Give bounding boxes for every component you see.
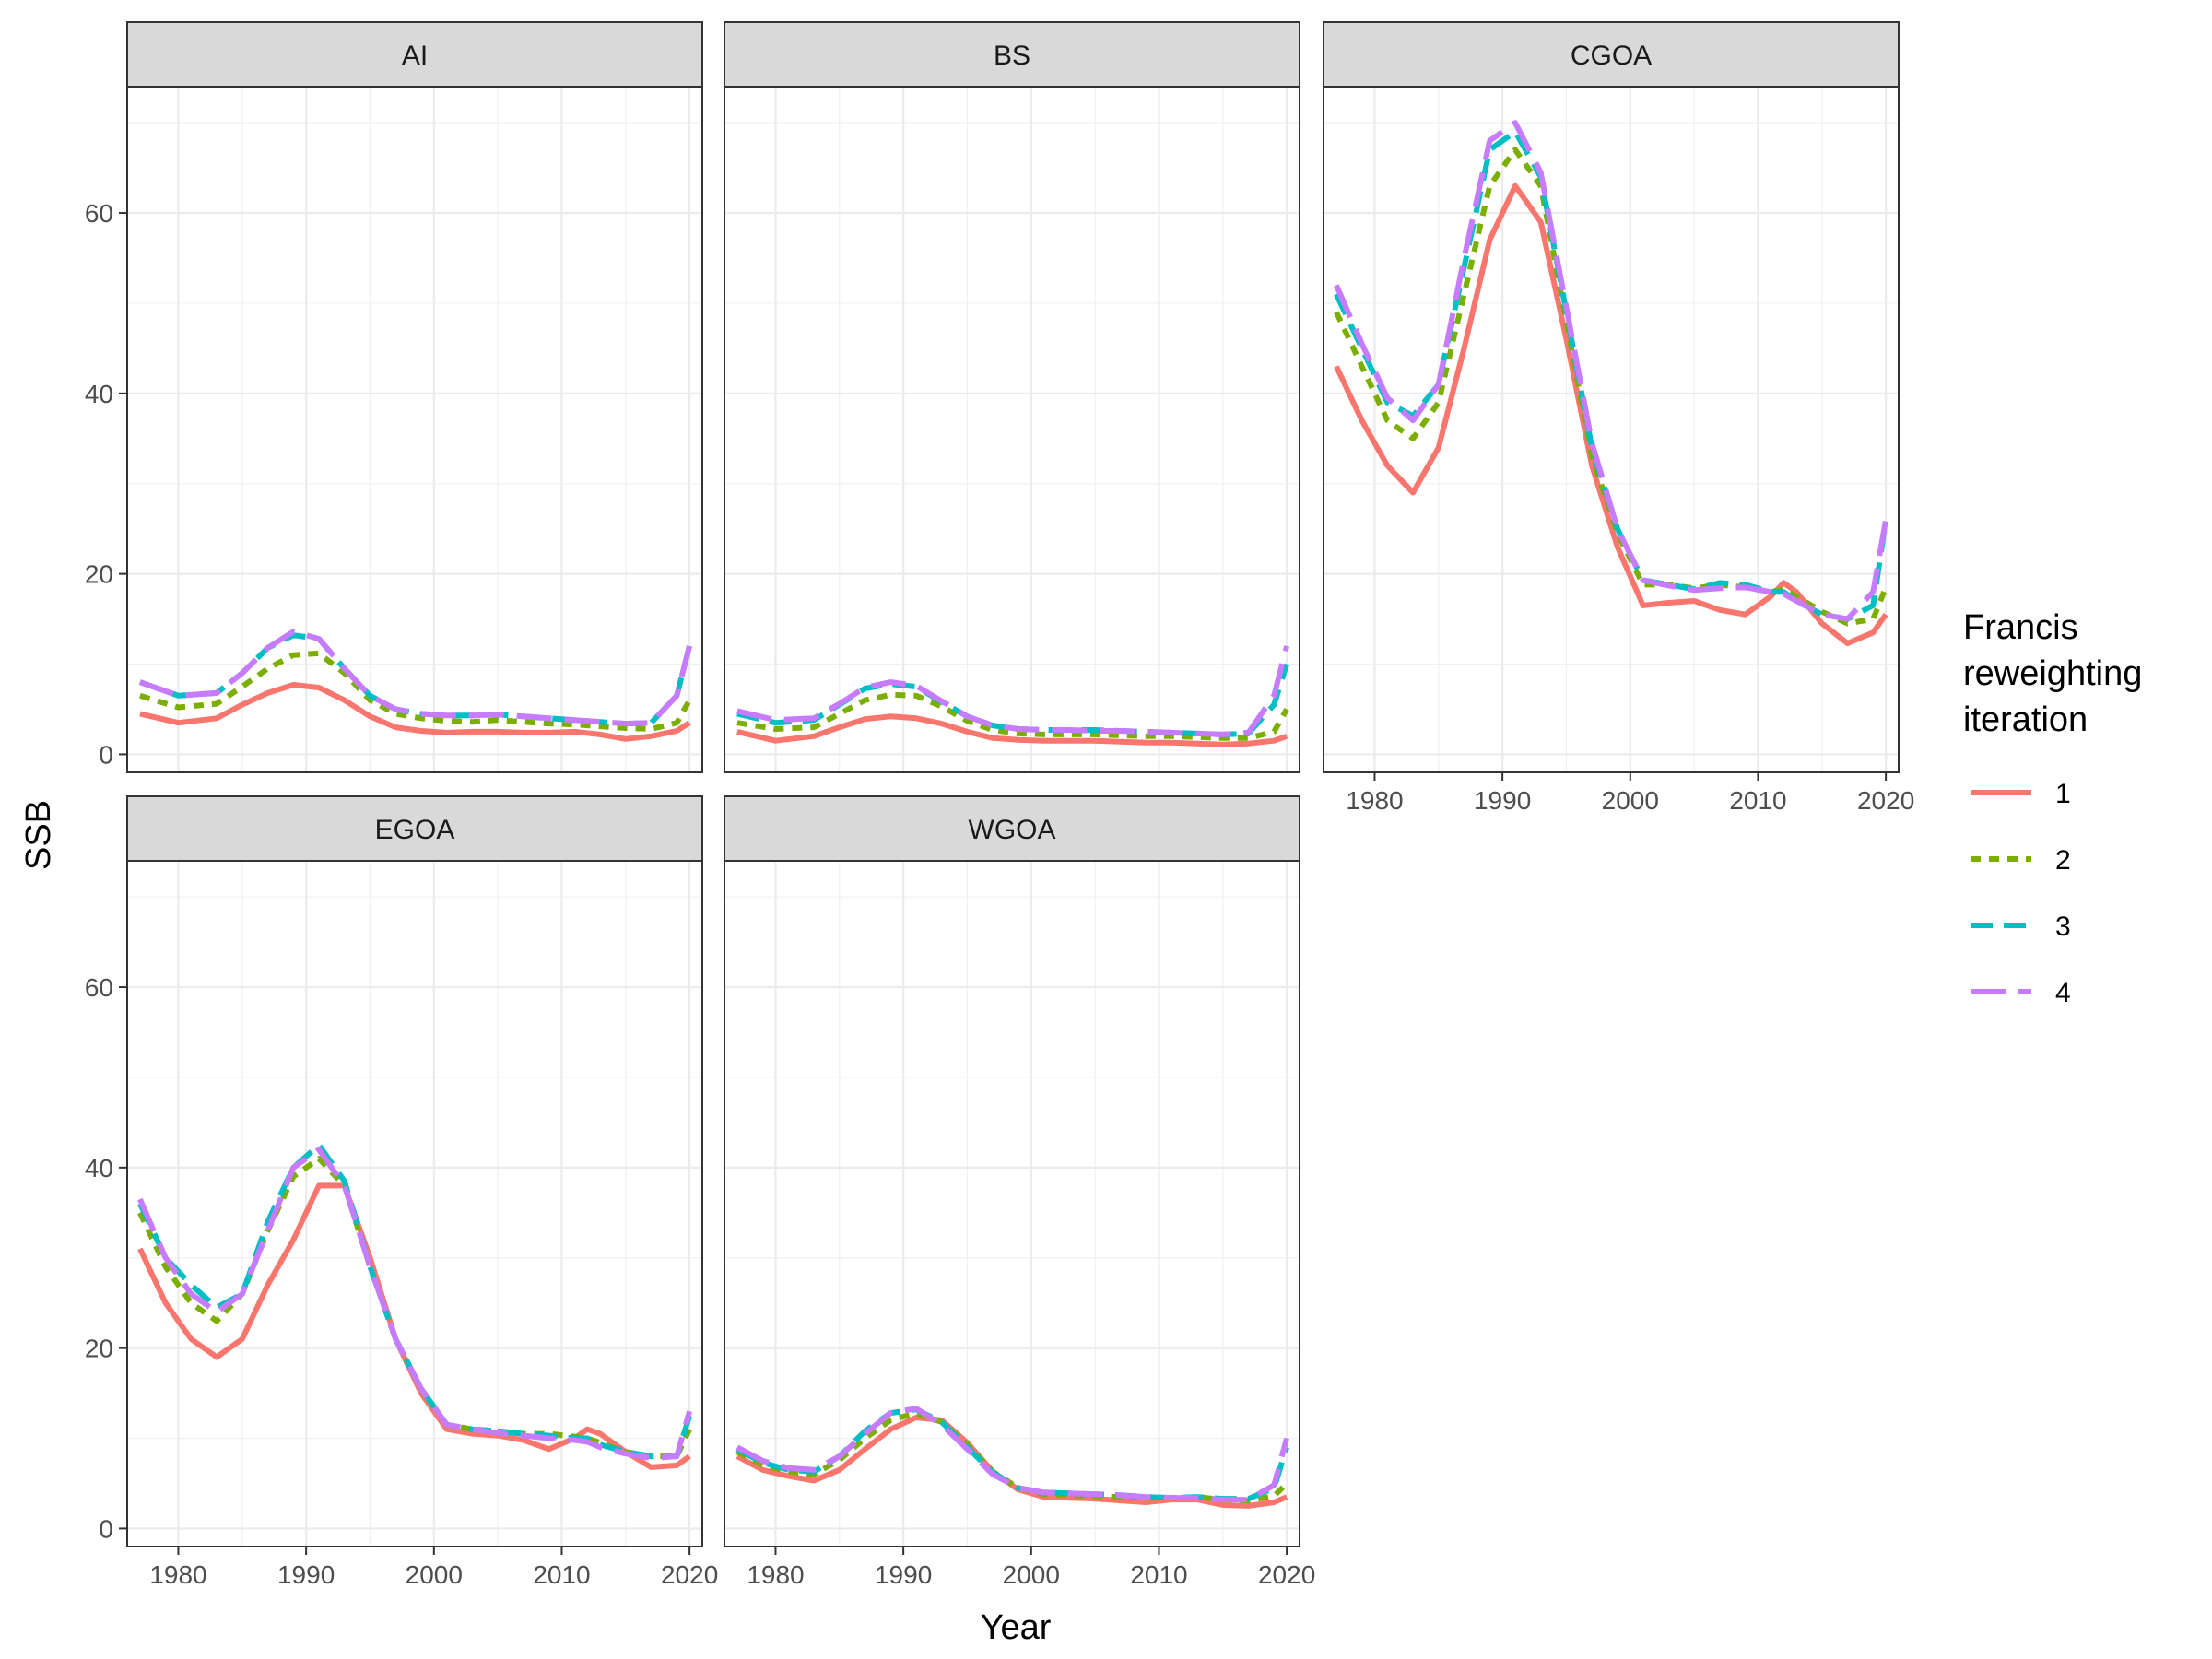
panel-egoa: EGOA 0 20 40 60 1980 1990 2000 2010 2020 [85,795,718,1589]
legend: Francis reweighting iteration 1 2 3 4 [1963,608,2142,1008]
panel-border [1323,86,1900,773]
y-tick-label: 0 [99,740,113,769]
legend-title-line: iteration [1963,700,2088,739]
x-tick-label: 2010 [1729,786,1786,815]
facet-strip [724,795,1300,862]
x-tick-label: 1990 [277,1560,335,1589]
y-tick-label: 0 [99,1514,113,1543]
y-axis-title: SSB [19,800,58,870]
x-tick-label: 1980 [149,1560,206,1589]
y-tick-label: 20 [85,560,113,589]
facet-strip-label: CGOA [1571,41,1652,71]
series-line-ai-1 [139,682,691,742]
facet-strip-label: AI [402,41,428,71]
panel-cgoa: CGOA 1980 1990 2000 2010 2020 [1323,21,1914,815]
series-line-ai-4 [138,629,693,727]
legend-label-3: 3 [2055,912,2071,942]
x-tick-label: 2000 [406,1560,463,1589]
legend-label-1: 1 [2055,779,2071,809]
plot-background [127,861,702,1547]
facet-strip-label: BS [994,41,1030,71]
x-tick-label: 1980 [747,1560,804,1589]
x-tick-label: 2010 [1130,1560,1187,1589]
panel-border [724,860,1300,1547]
facet-strip [126,795,703,862]
x-tick-label: 2000 [1602,786,1659,815]
plot-background [724,861,1300,1547]
x-tick-label: 1980 [1346,786,1403,815]
x-tick-label: 1990 [1474,786,1531,815]
y-tick-label: 40 [85,380,113,408]
series-line-egoa-3 [137,1142,692,1460]
y-tick-label: 40 [85,1154,113,1182]
facet-strip [126,21,703,88]
series-line-bs-4 [736,645,1290,737]
series-line-wgoa-2 [735,1410,1289,1504]
panel-border [126,860,703,1547]
x-tick-label: 2020 [1258,1560,1315,1589]
x-tick-label: 2020 [1857,786,1914,815]
facet-panels: AI 0 20 40 60 BS CGOA 1980 1990 2000 2010 2020 EGOA 0… [85,21,1914,1589]
legend-title-line: reweighting [1963,654,2142,693]
series-line-ai-2 [139,650,692,732]
x-tick-label: 2000 [1003,1560,1060,1589]
x-tick-label: 2010 [533,1560,590,1589]
legend-title-line: Francis [1963,608,2078,647]
panel-border [724,86,1300,773]
panel-bs: BS [724,21,1300,773]
x-tick-label: 1990 [875,1560,932,1589]
panel-border [126,86,703,773]
series-line-cgoa-4 [1334,120,1889,622]
legend-label-2: 2 [2055,845,2071,876]
y-tick-label: 60 [85,199,113,228]
series-line-cgoa-1 [1334,182,1888,646]
facet-strip-label: WGOA [969,815,1056,845]
panel-ai: AI 0 20 40 60 [85,21,703,773]
plot-background [724,87,1300,772]
x-axis-title: Year [981,1608,1052,1647]
series-line-egoa-4 [137,1147,692,1462]
y-tick-label: 60 [85,973,113,1002]
facet-strip [724,21,1300,88]
facet-strip-label: EGOA [375,815,455,845]
plot-background [127,87,702,772]
series-line-bs-1 [736,713,1288,747]
series-line-wgoa-4 [735,1406,1289,1503]
series-line-bs-2 [736,691,1289,741]
x-tick-label: 2020 [661,1560,718,1589]
plot-background [1324,87,1899,772]
y-tick-label: 20 [85,1335,113,1363]
facet-strip [1323,21,1900,88]
panel-wgoa: WGOA 1980 1990 2000 2010 2020 [724,795,1315,1589]
legend-label-4: 4 [2055,978,2071,1008]
